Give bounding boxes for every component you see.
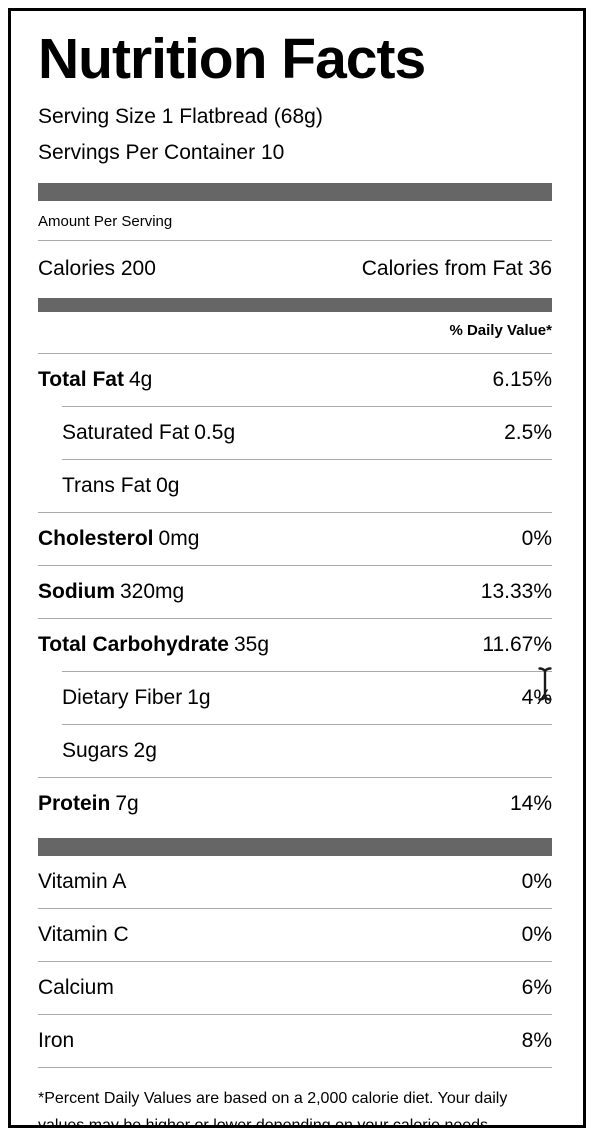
micronutrient-row-vitamin-c: Vitamin C 0% [38,908,552,961]
daily-value: 13.33% [480,580,552,603]
calories-row: Calories 200 Calories from Fat 36 [38,240,552,298]
micronutrient-row-calcium: Calcium 6% [38,961,552,1014]
nutrition-facts-label: Nutrition Facts Serving Size 1 Flatbread… [8,8,586,1128]
section-separator-bar [38,183,552,201]
servings-per-container-line: Servings Per Container 10 [38,141,285,164]
calories-value: Calories 200 [38,257,156,280]
daily-value: 0% [521,870,552,893]
amount-per-serving-label: Amount Per Serving [38,213,173,230]
calories-from-fat-value: Calories from Fat 36 [361,257,552,280]
nutrient-row-total-carbohydrate: Total Carbohydrate 35g 11.67% [38,618,552,671]
daily-value: 6.15% [492,368,552,391]
section-separator-bar [38,298,552,312]
daily-value: 14% [509,792,552,815]
daily-value: 8% [521,1029,552,1052]
daily-value: 2.5% [504,421,552,444]
daily-value: 0% [521,527,552,550]
nutrient-row-protein: Protein 7g 14% [38,777,552,830]
label-title: Nutrition Facts [38,27,426,91]
nutrient-row-cholesterol: Cholesterol 0mg 0% [38,512,552,565]
daily-value-header: % Daily Value* [449,322,552,339]
daily-value: 11.67% [482,633,552,656]
micronutrient-row-iron: Iron 8% [38,1014,552,1067]
daily-value: 4% [521,686,552,709]
nutrient-row-sugars: Sugars 2g [62,724,552,777]
micronutrient-row-vitamin-a: Vitamin A 0% [38,870,552,893]
nutrient-row-saturated-fat: Saturated Fat 0.5g 2.5% [62,406,552,459]
serving-size-line: Serving Size 1 Flatbread (68g) [38,105,323,128]
nutrient-row-trans-fat: Trans Fat 0g [62,459,552,512]
section-separator-bar [38,838,552,856]
daily-value: 0% [521,923,552,946]
nutrient-row-dietary-fiber: Dietary Fiber 1g 4% [62,671,552,724]
nutrient-row-sodium: Sodium 320mg 13.33% [38,565,552,618]
nutrient-row-total-fat: Total Fat 4g 6.15% [38,353,552,406]
daily-values-footnote: *Percent Daily Values are based on a 2,0… [38,1067,552,1125]
daily-value: 6% [521,976,552,999]
